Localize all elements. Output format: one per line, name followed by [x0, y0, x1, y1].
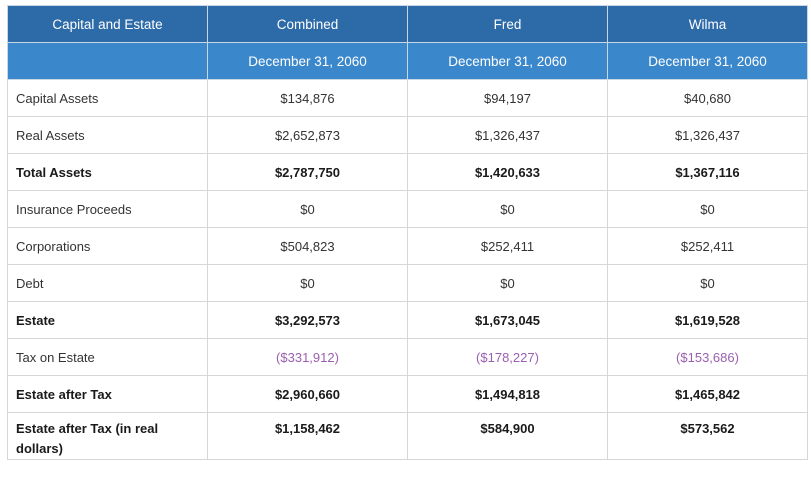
subheader-row: December 31, 2060 December 31, 2060 Dece… [7, 42, 808, 80]
table-body: Capital Assets $134,876 $94,197 $40,680 Real… [7, 79, 808, 460]
fred-value: ($178,227) [407, 338, 608, 376]
fred-value: $584,900 [407, 412, 608, 460]
row-label: Corporations [7, 227, 208, 265]
table-row: Tax on Estate ($331,912) ($178,227) ($153,6… [7, 338, 808, 376]
combined-value: $2,787,750 [207, 153, 408, 191]
subheader-empty [7, 42, 208, 80]
table-row: Real Assets $2,652,873 $1,326,437 $1,326,43… [7, 116, 808, 154]
combined-value: $2,960,660 [207, 375, 408, 413]
combined-value: $1,158,462 [207, 412, 408, 460]
header-fred: Fred [407, 5, 608, 43]
header-row: Capital and Estate Combined Fred Wilma [7, 5, 808, 43]
table-row: Total Assets $2,787,750 $1,420,633 $1,367,1… [7, 153, 808, 191]
combined-value: ($331,912) [207, 338, 408, 376]
row-label: Insurance Proceeds [7, 190, 208, 228]
wilma-value: $1,326,437 [607, 116, 808, 154]
header-combined: Combined [207, 5, 408, 43]
estate-table-container: Capital and Estate Combined Fred Wilma D… [7, 5, 808, 460]
table-row: Capital Assets $134,876 $94,197 $40,680 [7, 79, 808, 117]
table-row: Estate after Tax $2,960,660 $1,494,818 $1,4… [7, 375, 808, 413]
table-row: Corporations $504,823 $252,411 $252,411 [7, 227, 808, 265]
row-label: Total Assets [7, 153, 208, 191]
fred-value: $94,197 [407, 79, 608, 117]
wilma-value: $573,562 [607, 412, 808, 460]
subheader-wilma-date: December 31, 2060 [607, 42, 808, 80]
combined-value: $0 [207, 190, 408, 228]
wilma-value: $0 [607, 190, 808, 228]
row-label: Real Assets [7, 116, 208, 154]
header-wilma: Wilma [607, 5, 808, 43]
combined-value: $2,652,873 [207, 116, 408, 154]
fred-value: $1,673,045 [407, 301, 608, 339]
header-capital-and-estate: Capital and Estate [7, 5, 208, 43]
wilma-value: ($153,686) [607, 338, 808, 376]
combined-value: $0 [207, 264, 408, 302]
wilma-value: $1,465,842 [607, 375, 808, 413]
row-label: Estate after Tax (in real dollars) [7, 412, 208, 460]
wilma-value: $1,619,528 [607, 301, 808, 339]
combined-value: $504,823 [207, 227, 408, 265]
table-row: Estate after Tax (in real dollars) $1,158… [7, 412, 808, 460]
wilma-value: $40,680 [607, 79, 808, 117]
row-label: Tax on Estate [7, 338, 208, 376]
table-row: Insurance Proceeds $0 $0 $0 [7, 190, 808, 228]
fred-value: $1,326,437 [407, 116, 608, 154]
subheader-fred-date: December 31, 2060 [407, 42, 608, 80]
wilma-value: $1,367,116 [607, 153, 808, 191]
table-row: Estate $3,292,573 $1,673,045 $1,619,528 [7, 301, 808, 339]
row-label: Estate after Tax [7, 375, 208, 413]
fred-value: $1,420,633 [407, 153, 608, 191]
row-label: Estate [7, 301, 208, 339]
combined-value: $3,292,573 [207, 301, 408, 339]
row-label: Debt [7, 264, 208, 302]
fred-value: $0 [407, 264, 608, 302]
wilma-value: $0 [607, 264, 808, 302]
fred-value: $0 [407, 190, 608, 228]
row-label: Capital Assets [7, 79, 208, 117]
capital-estate-table: Capital and Estate Combined Fred Wilma D… [7, 5, 808, 460]
fred-value: $252,411 [407, 227, 608, 265]
combined-value: $134,876 [207, 79, 408, 117]
table-row: Debt $0 $0 $0 [7, 264, 808, 302]
fred-value: $1,494,818 [407, 375, 608, 413]
subheader-combined-date: December 31, 2060 [207, 42, 408, 80]
wilma-value: $252,411 [607, 227, 808, 265]
